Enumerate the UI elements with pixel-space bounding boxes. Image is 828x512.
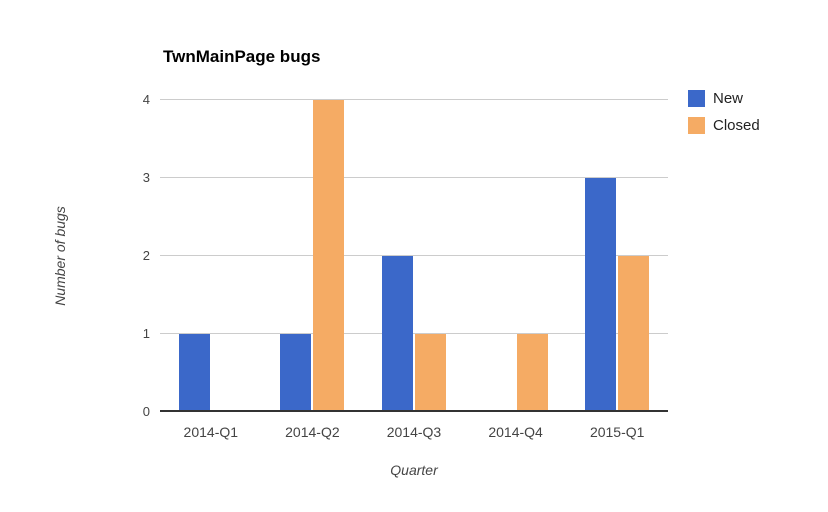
x-tick-label-2014-Q3: 2014-Q3	[386, 424, 442, 440]
gridline-1	[160, 333, 668, 334]
legend-label-new: New	[713, 90, 744, 107]
legend-item-new: New	[688, 90, 760, 107]
x-axis-line	[160, 410, 668, 412]
gridline-4	[160, 99, 668, 100]
bar-new-2014-Q1	[178, 334, 210, 410]
chart-title: TwnMainPage bugs	[163, 47, 321, 66]
y-tick-label-3: 3	[142, 170, 150, 185]
bar-new-2014-Q3	[382, 256, 413, 410]
bar-closed-2014-Q4	[516, 334, 548, 410]
x-tick-label-2014-Q4: 2014-Q4	[488, 424, 543, 440]
legend-label-closed: Closed	[713, 117, 760, 134]
x-axis-title: Quarter	[390, 462, 438, 478]
y-tick-label-2: 2	[142, 248, 150, 263]
bar-closed-2014-Q3	[415, 334, 446, 410]
y-tick-label-1: 1	[142, 326, 150, 341]
x-tick-label-2014-Q2: 2014-Q2	[285, 424, 340, 440]
legend-swatch-new	[688, 90, 705, 107]
y-tick-label-4: 4	[142, 92, 150, 107]
x-axis-tick-labels: 2014-Q1 2014-Q2 2014-Q3 2014-Q4 2015-Q1	[160, 424, 668, 444]
legend-item-closed: Closed	[688, 117, 760, 134]
y-tick-label-0: 0	[142, 404, 150, 419]
gridline-2	[160, 255, 668, 256]
gridline-3	[160, 177, 668, 178]
bar-new-2014-Q2	[280, 334, 312, 410]
x-tick-label-2014-Q1: 2014-Q1	[183, 424, 239, 440]
x-tick-label-2015-Q1: 2015-Q1	[589, 424, 645, 440]
y-axis-title: Number of bugs	[52, 206, 68, 306]
bar-closed-2014-Q2	[313, 100, 345, 410]
legend-swatch-closed	[688, 117, 705, 134]
bar-new-2015-Q1	[585, 178, 617, 410]
bar-closed-2015-Q1	[618, 256, 650, 410]
legend: New Closed	[688, 90, 760, 144]
plot-area	[160, 99, 668, 412]
y-axis-tick-labels: 0 1 2 3 4	[112, 92, 150, 419]
